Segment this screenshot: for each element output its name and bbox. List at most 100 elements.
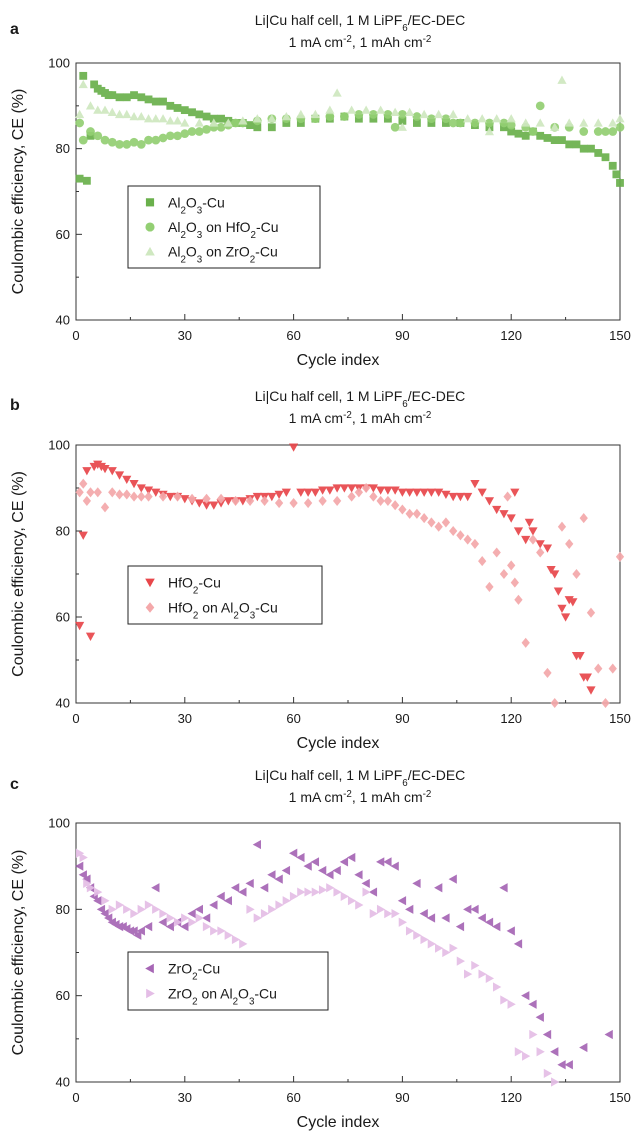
data-point	[582, 673, 592, 682]
data-point	[448, 492, 458, 502]
data-point	[75, 109, 85, 119]
data-point	[426, 913, 436, 923]
data-point	[553, 587, 563, 596]
data-point	[79, 71, 88, 80]
data-point	[354, 110, 364, 119]
data-point	[231, 495, 240, 506]
data-point	[492, 114, 502, 123]
data-point	[217, 926, 226, 936]
data-point	[79, 478, 88, 489]
data-point	[477, 488, 487, 497]
data-point	[201, 913, 211, 923]
data-point	[82, 495, 92, 506]
legend-label: HfO2 on Al2O3-Cu	[168, 600, 278, 622]
data-point	[194, 127, 204, 136]
data-point	[456, 956, 466, 966]
data-point	[281, 111, 291, 121]
data-point	[594, 149, 603, 157]
data-point	[165, 116, 175, 125]
data-point	[492, 547, 501, 558]
data-point	[165, 131, 175, 141]
legend-label: ZrO2-Cu	[168, 961, 220, 983]
y-tick-label: 80	[56, 902, 70, 917]
data-point	[449, 525, 458, 537]
data-point	[434, 943, 444, 953]
data-point	[202, 125, 211, 134]
series-1	[75, 839, 613, 1070]
data-point	[557, 1060, 566, 1070]
data-point	[194, 904, 203, 914]
data-point	[303, 861, 312, 871]
data-point	[383, 110, 393, 119]
data-point	[355, 900, 364, 910]
data-point	[143, 922, 153, 932]
x-tick-label: 60	[286, 1090, 300, 1105]
data-point	[311, 887, 320, 897]
data-point	[390, 122, 400, 132]
data-point	[130, 909, 139, 919]
data-point	[246, 904, 255, 914]
data-point	[361, 878, 370, 889]
data-point	[267, 870, 276, 880]
data-point	[601, 697, 610, 709]
data-point	[202, 112, 211, 121]
data-point	[506, 514, 516, 523]
data-point	[347, 105, 357, 114]
data-point	[181, 913, 190, 923]
data-point	[499, 568, 509, 580]
y-axis-label: Coulombic efficiency, CE (%)	[10, 850, 27, 1056]
data-point	[499, 510, 509, 519]
data-point	[230, 883, 240, 893]
data-point	[434, 109, 444, 119]
data-point	[267, 123, 276, 132]
data-point	[347, 484, 357, 493]
data-point	[260, 909, 270, 919]
data-point	[144, 95, 153, 104]
data-point	[195, 110, 204, 119]
data-point	[608, 127, 618, 136]
data-point	[470, 118, 480, 128]
data-point	[151, 135, 161, 145]
data-point	[75, 848, 85, 858]
data-point	[107, 467, 117, 476]
data-point	[136, 926, 145, 936]
y-tick-label: 60	[56, 610, 70, 625]
data-point	[165, 492, 175, 502]
data-point	[75, 621, 85, 631]
data-point	[114, 471, 125, 480]
data-point	[390, 107, 400, 116]
data-point	[172, 116, 183, 125]
x-axis-label: Cycle index	[297, 1114, 380, 1131]
data-point	[507, 560, 516, 571]
data-point	[303, 497, 313, 509]
legend-marker	[145, 602, 155, 613]
x-tick-label: 150	[609, 711, 631, 726]
data-point	[137, 491, 146, 502]
data-point	[391, 909, 400, 919]
data-point	[524, 518, 534, 527]
data-point	[252, 114, 262, 123]
data-point	[180, 118, 190, 127]
data-point	[93, 487, 102, 498]
data-point	[419, 109, 429, 119]
data-point	[289, 497, 298, 509]
data-point	[333, 887, 342, 897]
data-point	[173, 491, 182, 502]
data-point	[535, 540, 545, 549]
series-1	[75, 443, 596, 695]
data-point	[535, 101, 545, 111]
data-point	[260, 495, 269, 506]
data-point	[194, 118, 204, 127]
data-point	[521, 131, 530, 140]
data-point	[104, 913, 113, 923]
x-tick-label: 60	[286, 711, 300, 726]
data-point	[441, 517, 451, 528]
data-point	[391, 500, 400, 511]
data-point	[398, 917, 407, 927]
data-point	[129, 926, 138, 936]
data-point	[397, 488, 407, 497]
data-point	[115, 93, 124, 102]
data-point	[561, 613, 571, 622]
data-point	[281, 865, 291, 876]
y-axis-label: Coulombic efficiency, CE (%)	[10, 89, 27, 295]
